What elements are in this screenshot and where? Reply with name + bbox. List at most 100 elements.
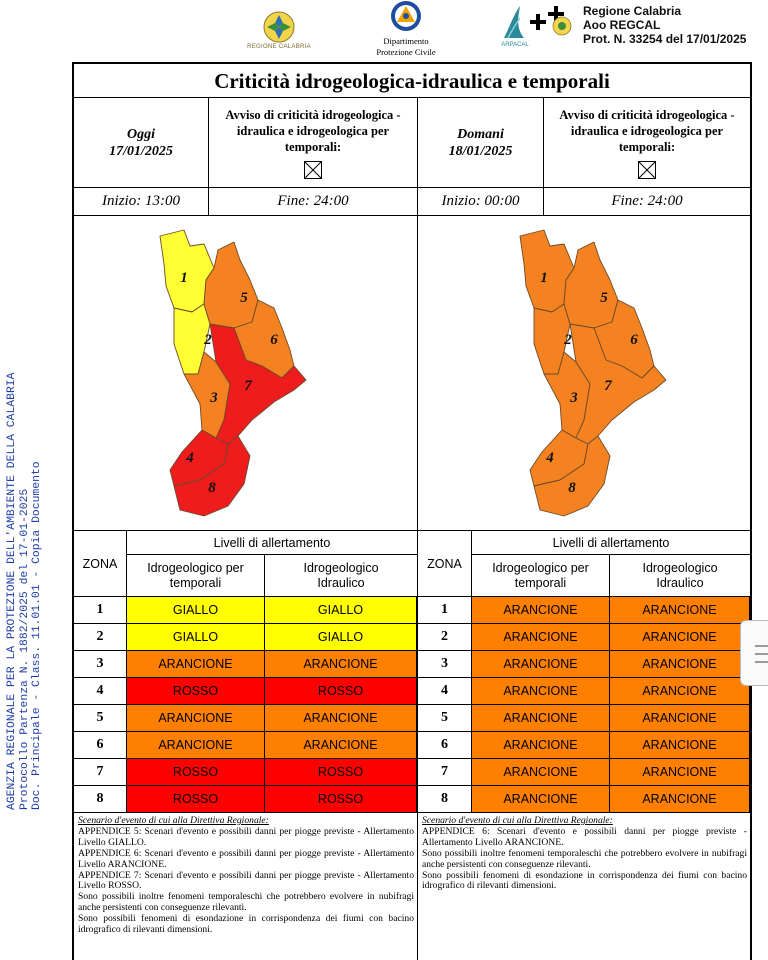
today-date: 17/01/2025 xyxy=(109,143,173,159)
tomorrow-level-temporali: ARANCIONE xyxy=(472,651,610,678)
tomorrow-level-idraulico: ARANCIONE xyxy=(610,759,750,786)
protocol-line-3: Prot. N. 33254 del 17/01/2025 xyxy=(583,32,747,46)
tomorrow-map-label-7: 7 xyxy=(604,378,612,394)
protocol-stamp: Regione Calabria Aoo REGCAL Prot. N. 332… xyxy=(583,4,746,46)
scenario-line: Sono possibili inoltre fenomeni temporal… xyxy=(78,891,414,914)
tomorrow-zone-header: ZONA xyxy=(427,556,462,571)
today-map-label-2: 2 xyxy=(203,332,212,348)
today-level-idraulico: ARANCIONE xyxy=(265,651,417,678)
today-level-temporali: ROSSO xyxy=(127,786,265,813)
tomorrow-date-cell: Domani 18/01/2025 xyxy=(418,98,543,187)
tomorrow-zone-number: 8 xyxy=(418,786,472,813)
today-zone-number: 6 xyxy=(74,732,127,759)
today-notice-line-1: Avviso di criticità idrogeologica - xyxy=(225,107,401,122)
tomorrow-map-zone-5 xyxy=(563,241,619,329)
today-levels-title-line xyxy=(126,554,417,555)
tomorrow-map-label-3: 3 xyxy=(569,390,578,406)
tomorrow-level-idraulico: ARANCIONE xyxy=(610,624,750,651)
tomorrow-level-idraulico: ARANCIONE xyxy=(610,732,750,759)
today-map-label-3: 3 xyxy=(209,390,218,406)
today-level-idraulico: GIALLO xyxy=(265,597,417,624)
scenario-line: Sono possibili fenomeni di esondazione i… xyxy=(78,913,414,936)
today-zone-number: 5 xyxy=(74,705,127,732)
tomorrow-scenario-text: APPENDICE 6: Scenari d'evento e possibil… xyxy=(422,825,747,892)
tomorrow-level-temporali: ARANCIONE xyxy=(472,624,610,651)
today-level-idraulico: ARANCIONE xyxy=(265,732,417,759)
today-zone-number: 2 xyxy=(74,624,127,651)
tomorrow-zone-number: 6 xyxy=(418,732,472,759)
tomorrow-level-temporali: ARANCIONE xyxy=(472,678,610,705)
tomorrow-col1-line-2: temporali xyxy=(514,575,567,590)
today-level-idraulico: GIALLO xyxy=(265,624,417,651)
regione-calabria-caption: REGIONE CALABRIA xyxy=(247,44,311,50)
handle-bar-icon xyxy=(755,661,768,663)
tomorrow-map-label-6: 6 xyxy=(630,332,638,348)
protezione-civile-logo: Dipartimento Protezione Civile xyxy=(360,0,452,60)
arpacal-logo: ARPACAL xyxy=(484,4,580,54)
today-zone-header: ZONA xyxy=(82,556,118,571)
table-top-line xyxy=(74,530,750,531)
today-zone-col-line xyxy=(126,530,127,596)
bulletin-title: Criticità idrogeologica-idraulica e temp… xyxy=(74,64,750,98)
scenario-line: APPENDICE 6: Scenari d'evento e possibil… xyxy=(78,847,414,870)
tomorrow-start-time: Inizio: 00:00 xyxy=(441,193,520,209)
tomorrow-levels-title-line xyxy=(471,554,750,555)
tomorrow-zone-number: 4 xyxy=(418,678,472,705)
scenario-line: APPENDICE 6: Scenari d'evento e possibil… xyxy=(422,825,747,848)
today-notice-line-2: idraulica e idrogeologica per xyxy=(236,123,390,138)
tomorrow-level-temporali: ARANCIONE xyxy=(472,597,610,624)
tomorrow-levels-title: Livelli di allertamento xyxy=(552,535,670,550)
today-scenario-text: APPENDICE 5: Scenari d'evento e possibil… xyxy=(78,825,414,936)
today-zone-number: 7 xyxy=(74,759,127,786)
today-col1-header: Idrogeologico per temporali xyxy=(127,555,264,596)
tomorrow-level-idraulico: ARANCIONE xyxy=(610,597,750,624)
tomorrow-scenario: Scenario d'evento di cui alla Direttiva … xyxy=(422,815,747,892)
today-scenario: Scenario d'evento di cui alla Direttiva … xyxy=(78,815,414,936)
today-level-idraulico: ROSSO xyxy=(265,678,417,705)
tomorrow-zone-number: 1 xyxy=(418,597,472,624)
tomorrow-level-temporali: ARANCIONE xyxy=(472,759,610,786)
today-map-label-6: 6 xyxy=(270,332,278,348)
tomorrow-level-temporali: ARANCIONE xyxy=(472,732,610,759)
today-level-temporali: ROSSO xyxy=(127,759,265,786)
today-zone-number: 4 xyxy=(74,678,127,705)
tomorrow-map-label-4: 4 xyxy=(545,450,554,466)
today-level-temporali: ROSSO xyxy=(127,678,265,705)
tomorrow-level-idraulico: ARANCIONE xyxy=(610,705,750,732)
tomorrow-scenario-heading: Scenario d'evento di cui alla Direttiva … xyxy=(422,815,613,826)
protocol-line-1: Regione Calabria xyxy=(583,4,682,18)
tomorrow-notice-cell: Avviso di criticità idrogeologica - idra… xyxy=(544,98,750,187)
today-inner-divider xyxy=(208,98,209,216)
today-level-temporali: ARANCIONE xyxy=(127,651,265,678)
tomorrow-map-label-5: 5 xyxy=(600,290,608,306)
today-level-temporali: GIALLO xyxy=(127,597,265,624)
tomorrow-map-label-8: 8 xyxy=(568,480,576,496)
today-notice-line-3: temporali: xyxy=(284,139,342,154)
tomorrow-col1-line-1: Idrogeologico per xyxy=(492,560,589,575)
tomorrow-zone-number: 7 xyxy=(418,759,472,786)
watermark-line-2: Protocollo Partenza N. 1882/2025 del 17-… xyxy=(18,488,31,810)
tomorrow-checkbox-icon xyxy=(638,160,656,179)
tomorrow-zone-number: 5 xyxy=(418,705,472,732)
today-map-label-1: 1 xyxy=(180,270,188,286)
today-level-temporali: ARANCIONE xyxy=(127,705,265,732)
tomorrow-date: 18/01/2025 xyxy=(448,143,513,159)
center-divider xyxy=(417,98,418,960)
tomorrow-end-time: Fine: 24:00 xyxy=(611,193,683,209)
tomorrow-notice-line-2: idraulica e idrogeologica per xyxy=(570,123,724,138)
side-panel-handle[interactable] xyxy=(740,620,768,686)
tomorrow-col2-line-1: Idrogeologico xyxy=(642,560,718,575)
today-level-temporali: GIALLO xyxy=(127,624,265,651)
today-notice-cell: Avviso di criticità idrogeologica - idra… xyxy=(209,98,417,187)
today-col1-line-1: Idrogeologico per xyxy=(147,560,244,575)
side-watermark: AGENZIA REGIONALE PER LA PROTEZIONE DELL… xyxy=(6,290,44,810)
today-col-split xyxy=(264,554,265,596)
today-col1-line-2: temporali xyxy=(169,575,222,590)
table-header-bottom-line xyxy=(74,596,750,597)
tomorrow-col1-header: Idrogeologico per temporali xyxy=(472,555,609,596)
scenario-line: APPENDICE 5: Scenari d'evento e possibil… xyxy=(78,825,414,848)
arpacal-emblem-icon xyxy=(504,6,572,39)
today-col2-line-2: Idraulico xyxy=(317,575,365,590)
tomorrow-level-idraulico: ARANCIONE xyxy=(610,786,750,813)
today-col2-line-1: Idrogeologico xyxy=(303,560,379,575)
